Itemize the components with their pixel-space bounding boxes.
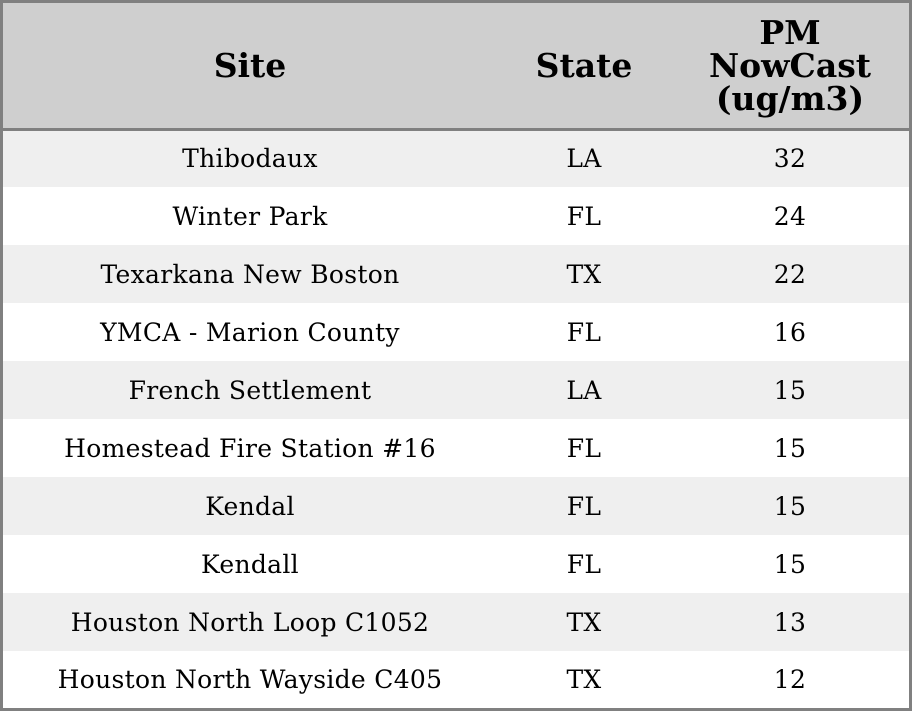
pm-value-cell: 15 <box>773 433 807 463</box>
state-cell: TX <box>566 259 602 289</box>
table-row: Houston North Wayside C405 TX 12 <box>3 651 909 708</box>
state-cell: TX <box>566 665 602 694</box>
site-cell: Houston North Wayside C405 <box>57 665 443 694</box>
pm-value-cell: 13 <box>773 607 807 637</box>
table-row: Texarkana New Boston TX 22 <box>3 245 909 303</box>
state-cell: FL <box>566 433 602 463</box>
header-site: Site <box>3 3 497 131</box>
table-row: Winter Park FL 24 <box>3 187 909 245</box>
header-pm-line-1: PM <box>759 12 821 52</box>
table-header: Site State PM NowCast (ug/m3) <box>3 3 909 131</box>
table-row: Thibodaux LA 32 <box>3 129 909 187</box>
state-cell: FL <box>566 491 602 521</box>
table-row: YMCA - Marion County FL 16 <box>3 303 909 361</box>
state-cell: LA <box>566 144 602 174</box>
site-cell: Homestead Fire Station #16 <box>64 433 436 463</box>
pm-nowcast-table: Site State PM NowCast (ug/m3) Thibodaux … <box>3 3 909 708</box>
pm-value-cell: 32 <box>773 144 807 174</box>
state-cell: FL <box>566 317 602 347</box>
header-row: Site State PM NowCast (ug/m3) <box>3 3 909 131</box>
table-row: Homestead Fire Station #16 FL 15 <box>3 419 909 477</box>
site-cell: Houston North Loop C1052 <box>70 607 430 637</box>
table-row: French Settlement LA 15 <box>3 361 909 419</box>
site-cell: Kendal <box>205 491 295 521</box>
pm-value-cell: 24 <box>773 201 807 231</box>
pm-value-cell: 16 <box>773 317 807 347</box>
header-pm-nowcast: PM NowCast (ug/m3) <box>671 3 909 131</box>
site-cell: French Settlement <box>128 375 372 405</box>
state-cell: LA <box>566 375 602 405</box>
header-pm-line-2: NowCast <box>708 45 872 85</box>
pm-value-cell: 15 <box>773 549 807 579</box>
pm-value-cell: 15 <box>773 375 807 405</box>
state-cell: FL <box>566 201 602 231</box>
table-body: Thibodaux LA 32 Winter Park FL 24 Texark… <box>3 129 909 708</box>
site-cell: Texarkana New Boston <box>100 259 400 289</box>
pm-value-cell: 15 <box>773 491 807 521</box>
site-cell: Winter Park <box>172 201 328 231</box>
header-pm-line-3: (ug/m3) <box>715 78 865 118</box>
state-cell: TX <box>566 607 602 637</box>
site-cell: Kendall <box>201 549 299 579</box>
table-row: Kendall FL 15 <box>3 535 909 593</box>
site-cell: Thibodaux <box>182 144 318 174</box>
header-state: State <box>497 3 671 131</box>
site-cell: YMCA - Marion County <box>100 317 400 347</box>
pm-value-cell: 22 <box>773 259 807 289</box>
table-row: Kendal FL 15 <box>3 477 909 535</box>
pm-value-cell: 12 <box>773 665 807 694</box>
table-row: Houston North Loop C1052 TX 13 <box>3 593 909 651</box>
state-cell: FL <box>566 549 602 579</box>
